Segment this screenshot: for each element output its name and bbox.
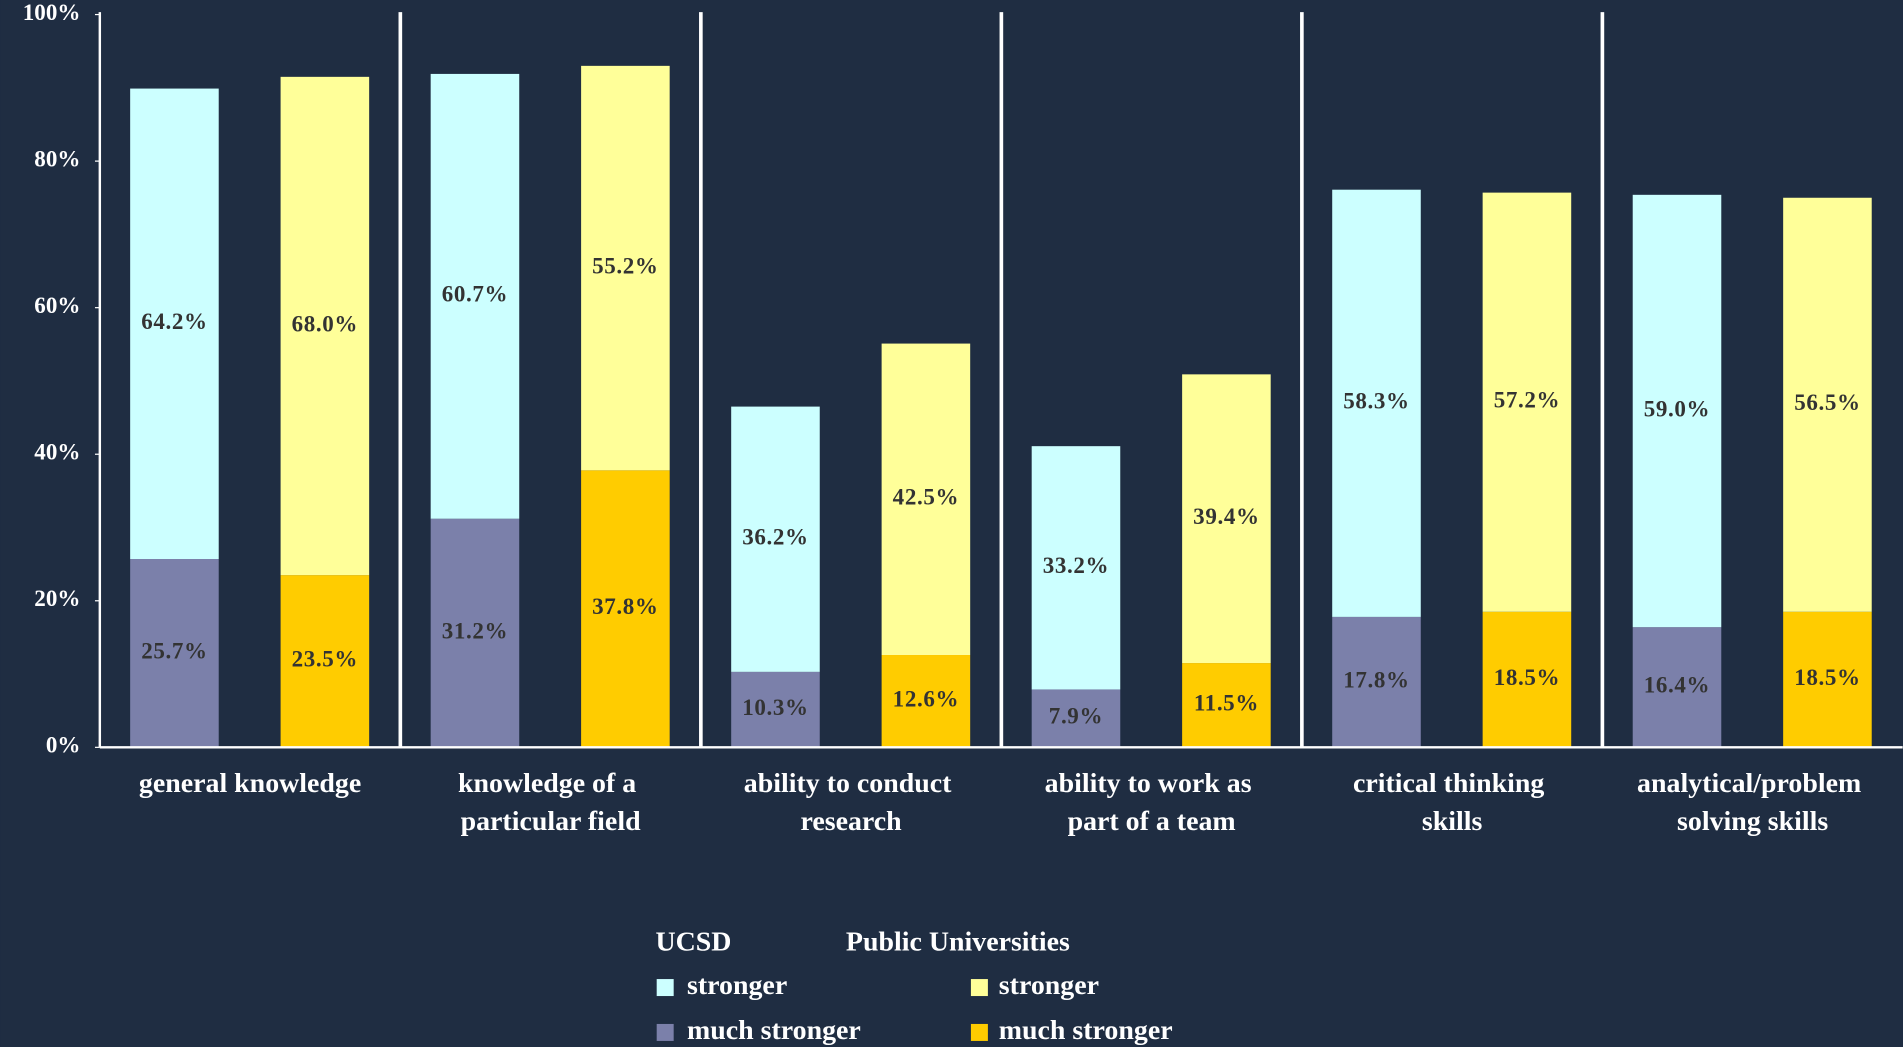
y-tick-label: 0%: [46, 732, 81, 758]
legend-group-title: Public Universities: [846, 926, 1070, 957]
legend-label: much stronger: [687, 1015, 861, 1046]
bar-segment: [130, 88, 219, 560]
bar-segment: [130, 559, 219, 748]
x-tick-label: critical thinking skills: [1353, 769, 1551, 838]
value-label: 16.4%: [1644, 672, 1710, 698]
y-tick-label: 100%: [23, 0, 81, 25]
value-label: 18.5%: [1794, 664, 1860, 690]
legend-swatch: [970, 979, 988, 997]
value-label: 25.7%: [141, 637, 207, 663]
bar-segment: [1332, 616, 1421, 748]
value-label: 36.2%: [742, 524, 808, 550]
y-tick-label: 20%: [34, 585, 80, 611]
bar-segment: [280, 575, 370, 748]
value-label: 60.7%: [442, 281, 508, 307]
bar-segment: [1332, 189, 1421, 617]
value-label: 56.5%: [1794, 389, 1860, 415]
y-tick-label: 80%: [34, 145, 80, 171]
value-label: 11.5%: [1194, 689, 1259, 715]
x-tick-label: knowledge of a particular field: [458, 769, 643, 838]
bar-segment: [581, 65, 670, 471]
y-tick-label: 60%: [34, 292, 80, 318]
legend-group-title: UCSD: [655, 926, 731, 957]
legend-swatch: [656, 979, 674, 997]
value-label: 55.2%: [592, 252, 658, 278]
value-label: 31.2%: [442, 617, 508, 643]
value-label: 58.3%: [1343, 388, 1409, 414]
value-label: 59.0%: [1644, 395, 1710, 421]
bar-segment: [1632, 194, 1722, 628]
legend-label: stronger: [999, 970, 1099, 1001]
x-tick-label: analytical/problem solving skills: [1637, 769, 1868, 838]
x-tick-label: ability to conduct research: [744, 769, 959, 838]
legend-swatch: [970, 1023, 988, 1041]
value-label: 18.5%: [1494, 664, 1560, 690]
bar-segment: [1182, 374, 1271, 664]
value-label: 12.6%: [893, 685, 959, 711]
bar-segment: [1031, 689, 1121, 748]
bar-segment: [1632, 627, 1722, 748]
value-label: 7.9%: [1049, 703, 1103, 729]
bar-segment: [1482, 192, 1572, 612]
value-label: 64.2%: [141, 308, 207, 334]
bar-segment: [430, 73, 520, 519]
value-label: 37.8%: [592, 593, 658, 619]
x-tick-label: general knowledge: [139, 769, 361, 800]
value-label: 10.3%: [742, 694, 808, 720]
legend-label: stronger: [687, 970, 787, 1001]
value-label: 23.5%: [292, 646, 358, 672]
bar-segment: [881, 343, 971, 656]
value-label: 57.2%: [1494, 386, 1560, 412]
legend-label: much stronger: [999, 1015, 1173, 1046]
bar-segment: [881, 655, 971, 748]
bar-segment: [1783, 197, 1872, 612]
bar-segment: [430, 518, 520, 748]
value-label: 17.8%: [1343, 666, 1409, 692]
value-label: 42.5%: [893, 484, 959, 510]
legend-swatch: [656, 1023, 674, 1041]
value-label: 33.2%: [1043, 552, 1109, 578]
bar-segment: [1482, 611, 1572, 748]
bar-segment: [581, 470, 670, 748]
x-tick-label: ability to work as part of a team: [1045, 769, 1259, 838]
bar-segment: [731, 671, 820, 748]
bar-segment: [731, 406, 820, 672]
bar-segment: [280, 76, 370, 576]
bar-segment: [1783, 611, 1872, 748]
y-tick-label: 40%: [34, 439, 80, 465]
bar-segment: [1031, 446, 1121, 690]
value-label: 68.0%: [292, 310, 358, 336]
value-label: 39.4%: [1193, 503, 1259, 529]
bar-segment: [1182, 663, 1271, 748]
